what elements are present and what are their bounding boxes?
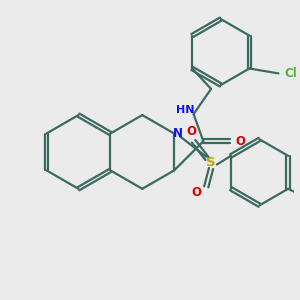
- Text: O: O: [191, 186, 202, 199]
- Text: O: O: [187, 125, 197, 138]
- Text: S: S: [206, 156, 216, 169]
- Text: N: N: [173, 127, 183, 140]
- Text: Cl: Cl: [285, 67, 297, 80]
- Text: HN: HN: [176, 105, 194, 115]
- Text: O: O: [235, 135, 245, 148]
